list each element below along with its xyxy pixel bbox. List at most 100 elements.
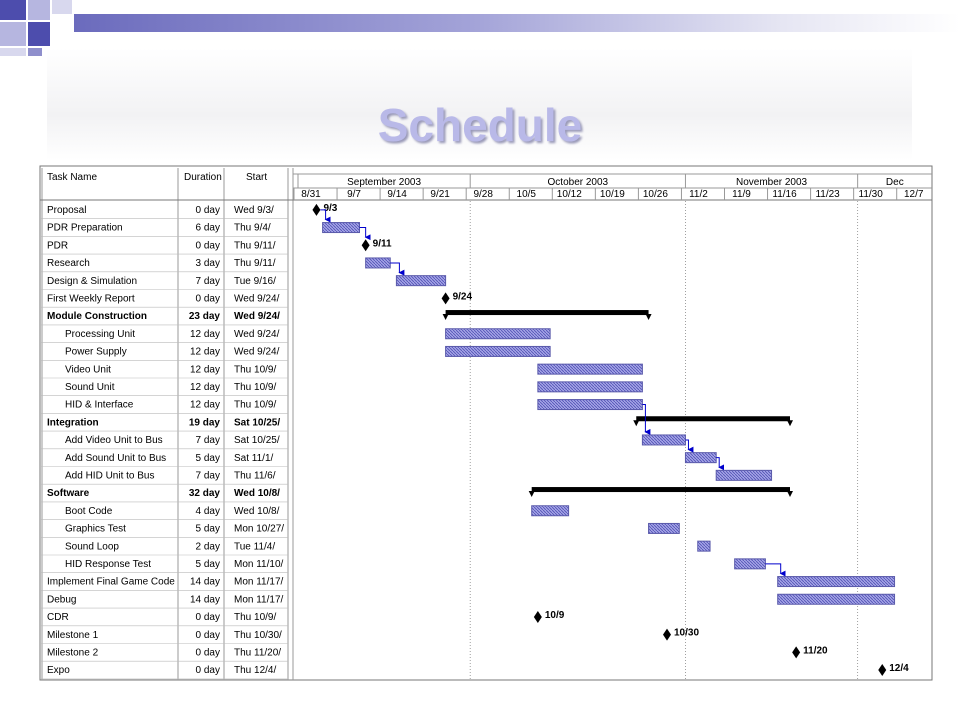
corner-square-5 <box>28 22 50 46</box>
corner-square-3 <box>52 0 72 14</box>
dependency-link <box>390 262 405 276</box>
task-start: Thu 11/20/ <box>234 648 281 659</box>
task-duration: 0 day <box>196 630 220 641</box>
task-bar <box>684 452 717 464</box>
week-label: 12/7 <box>904 189 924 200</box>
week-label: 9/14 <box>387 189 407 200</box>
week-label: 11/16 <box>772 189 797 200</box>
task-name: Milestone 2 <box>47 648 99 659</box>
week-label: 9/7 <box>347 189 361 200</box>
task-duration: 14 day <box>190 594 220 605</box>
dependency-link <box>320 209 331 223</box>
month-label: September 2003 <box>347 177 421 188</box>
task-start: Thu 12/4/ <box>234 665 276 676</box>
task-bar <box>531 505 570 517</box>
milestone-label: 10/9 <box>545 610 565 621</box>
task-start: Thu 10/9/ <box>234 612 276 623</box>
month-label: November 2003 <box>736 177 808 188</box>
task-start: Thu 11/6/ <box>234 471 276 482</box>
summary-end-cap <box>645 314 652 321</box>
task-duration: 32 day <box>189 488 221 499</box>
task-bar <box>445 328 551 340</box>
milestone-label: 9/11 <box>373 238 392 249</box>
corner-square-2 <box>28 0 50 20</box>
task-duration: 12 day <box>190 400 220 411</box>
summary-end-cap <box>787 420 793 427</box>
milestone-label: 9/3 <box>323 203 337 214</box>
milestone-label: 11/20 <box>803 645 828 656</box>
task-bar <box>445 345 551 357</box>
task-name: Implement Final Game Code <box>47 577 175 588</box>
column-header-duration: Duration <box>184 172 222 183</box>
task-start: Mon 11/10/ <box>234 559 284 570</box>
week-label: 10/26 <box>643 189 668 200</box>
task-start: Mon 10/27/ <box>234 524 284 535</box>
task-name: Processing Unit <box>65 329 135 340</box>
task-duration: 12 day <box>190 364 220 375</box>
summary-bar <box>636 416 790 422</box>
week-label: 9/21 <box>430 189 450 200</box>
task-start: Thu 10/9/ <box>234 400 276 411</box>
task-duration: 7 day <box>196 435 220 446</box>
task-name: Add HID Unit to Bus <box>65 471 154 482</box>
corner-square-6 <box>0 48 26 56</box>
task-name: Milestone 1 <box>47 630 99 641</box>
summary-bar <box>445 310 649 316</box>
task-name: First Weekly Report <box>47 294 135 305</box>
task-duration: 6 day <box>196 223 220 234</box>
milestone-marker <box>663 628 671 641</box>
dependency-link <box>642 404 651 435</box>
task-name: Graphics Test <box>65 524 126 535</box>
task-start: Thu 10/9/ <box>234 382 276 393</box>
task-name: Sound Unit <box>65 382 115 393</box>
task-name: Power Supply <box>65 347 127 358</box>
task-start: Mon 11/17/ <box>234 577 284 588</box>
task-name: Add Sound Unit to Bus <box>65 453 166 464</box>
milestone-label: 9/24 <box>453 291 473 302</box>
dependency-link <box>765 563 786 577</box>
task-bar <box>648 522 680 534</box>
task-duration: 3 day <box>196 258 220 269</box>
dependency-link <box>359 227 371 241</box>
week-label: 11/23 <box>815 189 840 200</box>
task-start: Wed 9/24/ <box>234 347 280 358</box>
summary-start-cap <box>442 314 449 321</box>
top-accent-bar <box>74 14 960 32</box>
month-label: October 2003 <box>548 177 609 188</box>
task-duration: 19 day <box>189 417 221 428</box>
corner-square-1 <box>0 0 26 20</box>
task-duration: 0 day <box>196 240 220 251</box>
task-duration: 23 day <box>189 311 221 322</box>
task-duration: 12 day <box>190 329 220 340</box>
task-name: Proposal <box>47 205 86 216</box>
task-bar <box>641 434 686 446</box>
task-start: Thu 9/4/ <box>234 223 271 234</box>
week-label: 9/28 <box>473 189 493 200</box>
task-start: Tue 11/4/ <box>234 541 275 552</box>
corner-square-7 <box>28 48 42 56</box>
task-start: Mon 11/17/ <box>234 594 284 605</box>
task-duration: 12 day <box>190 382 220 393</box>
task-bar <box>697 540 711 552</box>
task-start: Wed 9/3/ <box>234 205 274 216</box>
milestone-marker <box>792 646 801 659</box>
task-bar <box>537 363 643 375</box>
task-bar <box>715 469 773 481</box>
task-duration: 0 day <box>196 205 220 216</box>
week-label: 8/31 <box>301 189 321 200</box>
task-name: Integration <box>47 417 99 428</box>
task-duration: 2 day <box>196 541 220 552</box>
summary-bar <box>531 487 790 493</box>
dependency-link <box>716 457 725 471</box>
milestone-marker <box>878 664 887 677</box>
task-duration: 5 day <box>196 524 220 535</box>
task-name: Debug <box>47 594 76 605</box>
task-name: Module Construction <box>47 311 147 322</box>
column-header-task-name: Task Name <box>47 172 97 183</box>
slide-title: Schedule <box>377 99 583 151</box>
week-label: 11/9 <box>732 189 751 200</box>
milestone-marker <box>312 203 321 216</box>
task-name: HID Response Test <box>65 559 151 570</box>
task-start: Sat 10/25/ <box>234 435 280 446</box>
